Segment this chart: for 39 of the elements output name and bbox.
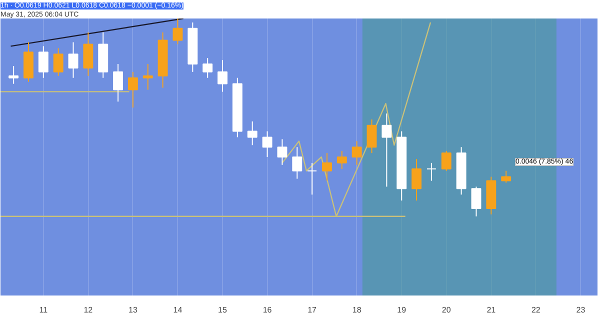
x-tick-label: 20 bbox=[442, 306, 452, 314]
candlestick bbox=[277, 138, 288, 166]
candlestick bbox=[8, 65, 19, 84]
candlestick bbox=[247, 120, 258, 146]
candlestick bbox=[128, 71, 138, 108]
x-tick-label: 15 bbox=[218, 306, 228, 314]
candlestick bbox=[382, 112, 392, 188]
candlestick bbox=[471, 186, 482, 217]
x-tick-label: 11 bbox=[39, 306, 48, 314]
candlestick bbox=[142, 64, 153, 90]
candlestick bbox=[307, 162, 318, 196]
candlestick bbox=[426, 162, 436, 182]
candlestick bbox=[412, 158, 422, 202]
x-tick-label: 12 bbox=[84, 306, 94, 314]
x-tick-label: 23 bbox=[576, 306, 586, 314]
x-tick-label: 13 bbox=[128, 306, 138, 314]
x-tick-label: 17 bbox=[308, 306, 318, 314]
x-tick-label: 21 bbox=[486, 306, 496, 314]
x-tick-label: 22 bbox=[531, 306, 541, 314]
candlestick bbox=[262, 130, 272, 158]
x-tick-label: 16 bbox=[262, 306, 272, 314]
candlestick bbox=[322, 152, 332, 182]
candlestick bbox=[352, 140, 362, 166]
x-tick-label: 18 bbox=[352, 306, 362, 314]
candlestick bbox=[366, 118, 377, 154]
candlestick bbox=[53, 48, 64, 76]
candlestick bbox=[83, 32, 94, 76]
candlestick bbox=[501, 170, 512, 184]
candlestick bbox=[292, 146, 302, 180]
candlestick bbox=[38, 46, 48, 78]
candlestick bbox=[218, 60, 228, 92]
candlestick bbox=[202, 58, 213, 78]
candlestick bbox=[113, 64, 124, 102]
candlestick bbox=[441, 150, 452, 172]
x-tick-label: 19 bbox=[397, 306, 407, 314]
x-tick-label: 14 bbox=[173, 306, 183, 314]
candlestick bbox=[68, 42, 78, 78]
candlestick bbox=[336, 150, 347, 170]
candlestick bbox=[172, 18, 183, 45]
